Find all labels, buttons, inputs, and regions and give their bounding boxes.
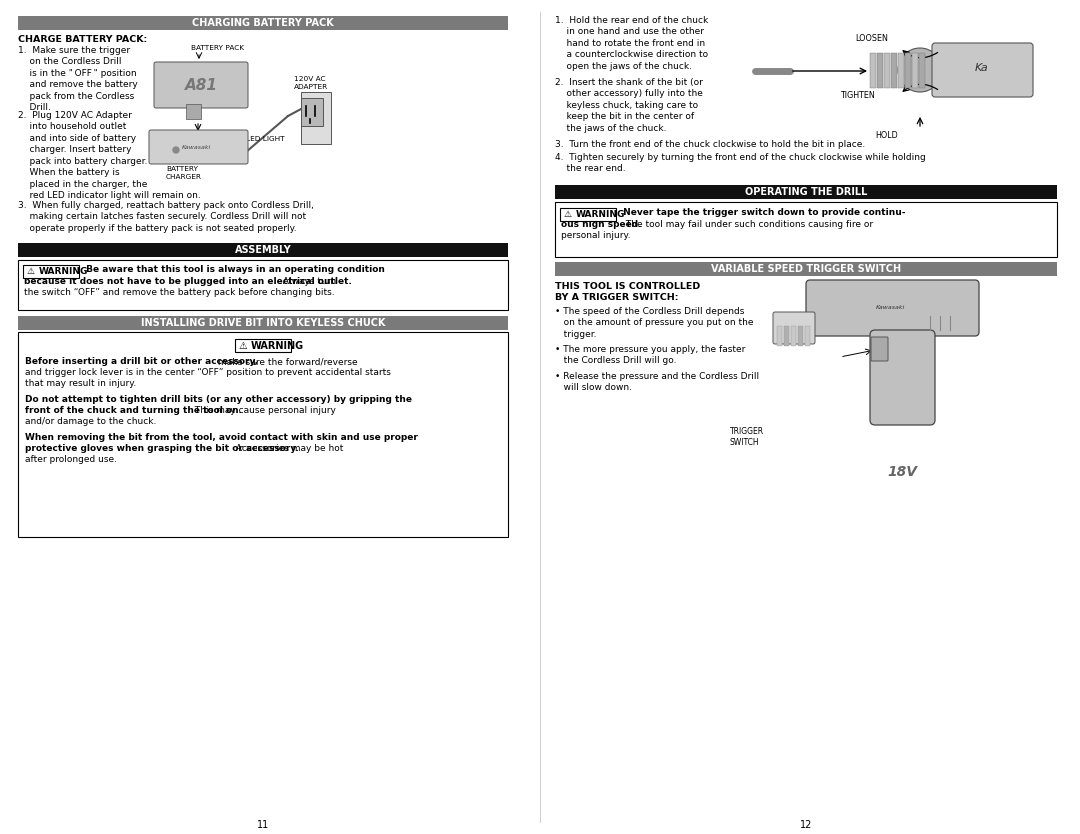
- Text: Do not attempt to tighten drill bits (or any other accessory) by gripping the: Do not attempt to tighten drill bits (or…: [25, 395, 411, 404]
- Text: BATTERY
CHARGER: BATTERY CHARGER: [166, 166, 202, 180]
- Bar: [235, 339, 291, 352]
- Text: TRIGGER
SWITCH: TRIGGER SWITCH: [730, 427, 765, 448]
- Bar: [301, 92, 330, 144]
- Text: because it does not have to be plugged into an electrical outlet.: because it does not have to be plugged i…: [24, 277, 352, 286]
- Text: Be aware that this tool is always in an operating condition: Be aware that this tool is always in an …: [83, 265, 384, 274]
- Text: CHARGE BATTERY PACK:: CHARGE BATTERY PACK:: [18, 35, 147, 44]
- Text: 18V: 18V: [887, 465, 917, 479]
- Text: make sure the forward/reverse: make sure the forward/reverse: [215, 357, 357, 366]
- Bar: [186, 104, 201, 119]
- FancyBboxPatch shape: [773, 312, 815, 344]
- Text: 2.  Plug 120V AC Adapter
    into household outlet
    and into side of battery
: 2. Plug 120V AC Adapter into household o…: [18, 111, 201, 200]
- FancyBboxPatch shape: [806, 280, 978, 336]
- Text: HOLD: HOLD: [875, 131, 897, 140]
- Text: • Release the pressure and the Cordless Drill
   will slow down.: • Release the pressure and the Cordless …: [555, 372, 759, 393]
- Text: the switch “OFF” and remove the battery pack before changing bits.: the switch “OFF” and remove the battery …: [24, 288, 335, 297]
- Bar: [791, 326, 796, 346]
- Text: 1.  Make sure the trigger
    on the Cordless Drill
    is in the " OFF " positi: 1. Make sure the trigger on the Cordless…: [18, 46, 138, 113]
- Bar: [905, 53, 912, 88]
- Bar: [784, 326, 789, 346]
- Circle shape: [897, 48, 942, 92]
- Bar: [561, 208, 616, 221]
- Text: THIS TOOL IS CONTROLLED: THIS TOOL IS CONTROLLED: [555, 282, 700, 291]
- Text: Before inserting a drill bit or other accessory,: Before inserting a drill bit or other ac…: [25, 357, 258, 366]
- Text: ⚠: ⚠: [27, 267, 36, 276]
- Text: WARNING: WARNING: [576, 210, 625, 219]
- Text: Kawasaki: Kawasaki: [181, 144, 211, 149]
- Bar: [18, 243, 508, 257]
- Text: This may cause personal injury: This may cause personal injury: [192, 406, 336, 415]
- Text: A81: A81: [185, 78, 217, 93]
- Bar: [301, 98, 323, 126]
- Text: front of the chuck and turning the tool on.: front of the chuck and turning the tool …: [25, 406, 242, 415]
- FancyBboxPatch shape: [149, 130, 248, 164]
- Text: 4.  Tighten securely by turning the front end of the chuck clockwise while holdi: 4. Tighten securely by turning the front…: [555, 153, 926, 173]
- FancyBboxPatch shape: [932, 43, 1032, 97]
- Bar: [885, 53, 890, 88]
- Text: that may result in injury.: that may result in injury.: [25, 379, 136, 388]
- Text: LED LIGHT: LED LIGHT: [246, 136, 285, 142]
- Bar: [18, 260, 508, 310]
- Text: Never tape the trigger switch down to provide continu-: Never tape the trigger switch down to pr…: [620, 208, 905, 217]
- Bar: [805, 326, 810, 346]
- Bar: [897, 53, 904, 88]
- Text: LOOSEN: LOOSEN: [855, 34, 888, 43]
- Bar: [777, 326, 782, 346]
- Bar: [555, 185, 1057, 199]
- Bar: [23, 265, 79, 278]
- Bar: [891, 53, 897, 88]
- Text: protective gloves when grasping the bit or accessory.: protective gloves when grasping the bit …: [25, 444, 299, 453]
- Bar: [18, 332, 508, 537]
- Text: 3.  Turn the front end of the chuck clockwise to hold the bit in place.: 3. Turn the front end of the chuck clock…: [555, 140, 865, 149]
- Bar: [798, 326, 804, 346]
- Text: BY A TRIGGER SWITCH:: BY A TRIGGER SWITCH:: [555, 293, 678, 302]
- FancyBboxPatch shape: [154, 62, 248, 108]
- Text: 2.  Insert the shank of the bit (or
    other accessory) fully into the
    keyl: 2. Insert the shank of the bit (or other…: [555, 78, 703, 133]
- Text: ous high speed.: ous high speed.: [561, 220, 642, 229]
- Text: VARIABLE SPEED TRIGGER SWITCH: VARIABLE SPEED TRIGGER SWITCH: [711, 264, 901, 274]
- Bar: [555, 262, 1057, 276]
- Text: ⚠: ⚠: [239, 340, 247, 350]
- Text: after prolonged use.: after prolonged use.: [25, 455, 117, 464]
- FancyBboxPatch shape: [870, 330, 935, 425]
- Text: WARNING: WARNING: [251, 340, 305, 350]
- Bar: [18, 316, 508, 330]
- Bar: [555, 202, 1057, 257]
- Text: 120V AC
ADAPTER: 120V AC ADAPTER: [294, 76, 328, 90]
- Text: Always turn: Always turn: [280, 277, 336, 286]
- Bar: [870, 53, 876, 88]
- Bar: [919, 53, 924, 88]
- Text: personal injury.: personal injury.: [561, 231, 631, 240]
- FancyBboxPatch shape: [870, 337, 888, 361]
- Circle shape: [173, 147, 179, 153]
- Text: and trigger lock lever is in the center “OFF” position to prevent accidental sta: and trigger lock lever is in the center …: [25, 368, 391, 377]
- Text: and/or damage to the chuck.: and/or damage to the chuck.: [25, 417, 157, 426]
- Text: ASSEMBLY: ASSEMBLY: [234, 245, 292, 255]
- Text: ⚠: ⚠: [564, 210, 572, 219]
- Bar: [912, 53, 918, 88]
- Text: Ka: Ka: [975, 63, 989, 73]
- Text: 11: 11: [257, 820, 269, 830]
- Bar: [877, 53, 883, 88]
- Text: When removing the bit from the tool, avoid contact with skin and use proper: When removing the bit from the tool, avo…: [25, 433, 418, 442]
- Text: INSTALLING DRIVE BIT INTO KEYLESS CHUCK: INSTALLING DRIVE BIT INTO KEYLESS CHUCK: [140, 318, 386, 328]
- Text: 12: 12: [800, 820, 812, 830]
- Text: Accessories may be hot: Accessories may be hot: [233, 444, 343, 453]
- Text: The tool may fail under such conditions causing fire or: The tool may fail under such conditions …: [623, 220, 873, 229]
- Text: • The speed of the Cordless Drill depends
   on the amount of pressure you put o: • The speed of the Cordless Drill depend…: [555, 307, 754, 339]
- Text: 3.  When fully charged, reattach battery pack onto Cordless Drill,
    making ce: 3. When fully charged, reattach battery …: [18, 201, 314, 233]
- Text: OPERATING THE DRILL: OPERATING THE DRILL: [745, 187, 867, 197]
- Bar: [18, 16, 508, 30]
- Text: WARNING: WARNING: [39, 267, 89, 276]
- Text: BATTERY PACK: BATTERY PACK: [191, 45, 244, 51]
- Text: • The more pressure you apply, the faster
   the Cordless Drill will go.: • The more pressure you apply, the faste…: [555, 345, 745, 365]
- Text: 1.  Hold the rear end of the chuck
    in one hand and use the other
    hand to: 1. Hold the rear end of the chuck in one…: [555, 16, 708, 71]
- Text: Kawasaki: Kawasaki: [876, 304, 905, 309]
- Text: TIGHTEN: TIGHTEN: [840, 91, 875, 100]
- Text: CHARGING BATTERY PACK: CHARGING BATTERY PACK: [192, 18, 334, 28]
